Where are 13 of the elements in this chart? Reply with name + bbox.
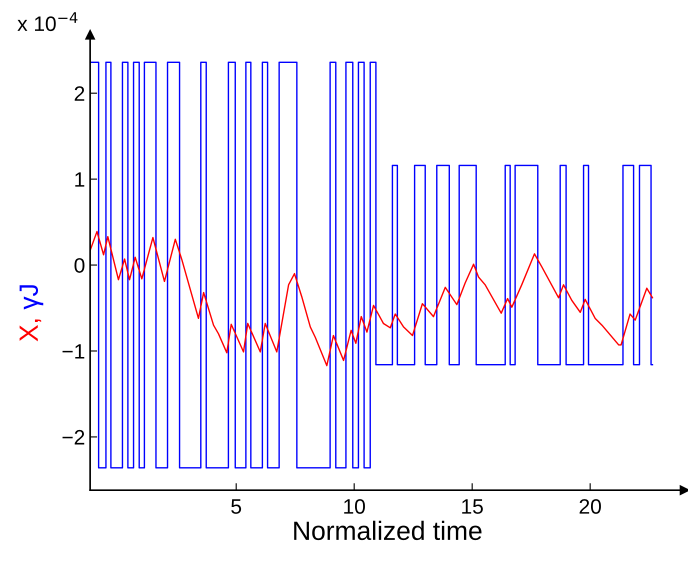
y-axis-title: X, γJ [20,285,44,342]
x-axis-title: Normalized time [294,520,482,540]
y-tick-label: 2 [74,86,84,101]
y-tick-label: −2 [62,430,84,444]
y-tick-label: 0 [74,258,84,273]
x-tick-label: 20 [580,499,601,514]
x-tick-label: 10 [344,499,365,514]
text: x 10$^{−4}$ [17,12,78,32]
y-tick-label: −1 [62,344,84,359]
x-tick-label: 5 [231,499,242,514]
line-series [90,230,654,366]
x-tick-label: 15 [462,499,483,514]
y-tick-label: 1 [75,172,84,187]
